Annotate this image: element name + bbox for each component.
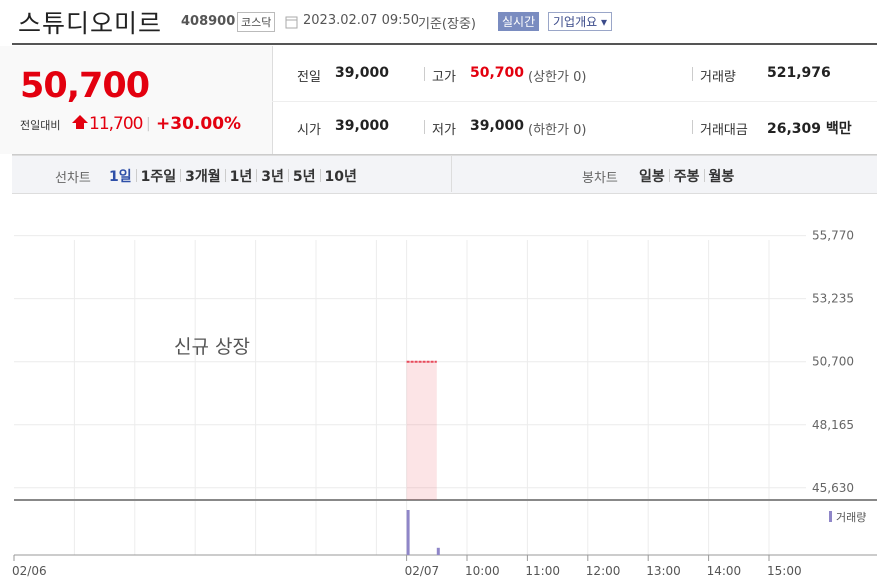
- separator: |: [146, 116, 151, 132]
- tab-bar: [12, 155, 877, 194]
- stat-divider: [424, 67, 425, 81]
- period-tab[interactable]: 10년: [324, 169, 357, 185]
- period-tab[interactable]: 5년: [292, 169, 316, 185]
- y-tick-label: 45,630: [812, 481, 854, 495]
- row-rule: [272, 101, 877, 102]
- period-tab[interactable]: 1일: [109, 169, 132, 185]
- stat-label: 저가: [432, 123, 456, 138]
- tab-sep: [180, 169, 182, 182]
- box-rule: [12, 154, 877, 155]
- period-tab[interactable]: 3개월: [185, 169, 221, 185]
- calendar-icon: [285, 16, 298, 29]
- period-tab[interactable]: 1주일: [140, 169, 177, 185]
- stat-value: 521,976: [767, 65, 831, 81]
- tab-sep: [319, 169, 321, 182]
- y-tick-label: 55,770: [812, 229, 854, 243]
- period-tab[interactable]: 1년: [229, 169, 253, 185]
- period-tab[interactable]: 주봉: [673, 169, 700, 185]
- quote-box: [0, 46, 273, 154]
- x-tick-label: 11:00: [525, 564, 560, 578]
- tab-sep: [135, 169, 137, 182]
- header-rule: [12, 43, 877, 45]
- stat-value: 39,000: [470, 118, 525, 134]
- x-tick-label: 14:00: [707, 564, 742, 578]
- period-tab[interactable]: 일봉: [639, 169, 665, 185]
- stat-label: 시가: [297, 123, 321, 138]
- stat-divider: [424, 120, 425, 134]
- x-tick-label: 12:00: [586, 564, 621, 578]
- tab-sep: [668, 169, 670, 182]
- tab-divider: [451, 156, 452, 192]
- stat-label: 거래대금: [700, 123, 748, 138]
- tab-sep: [256, 169, 258, 182]
- stat-label: 거래량: [700, 70, 736, 85]
- y-tick-label: 50,700: [812, 355, 854, 369]
- market-badge: 코스닥: [237, 12, 276, 32]
- tab-sep: [287, 169, 289, 182]
- tab-label: 선차트: [55, 171, 91, 186]
- stat-label: 고가: [432, 70, 456, 85]
- stock-code: 408900: [181, 14, 236, 29]
- up-icon: [72, 115, 88, 129]
- volume-bar: [406, 510, 410, 555]
- stat-value: 39,000: [335, 118, 390, 134]
- price: 50,700: [20, 66, 150, 106]
- stat-label: 전일: [297, 70, 321, 85]
- date: 2023.02.07 09:50: [303, 13, 420, 28]
- period-tab[interactable]: 월봉: [708, 169, 735, 185]
- period-tab[interactable]: 3년: [261, 169, 284, 185]
- basis: 기준(장중): [418, 17, 476, 32]
- company-label: 기업개요: [553, 15, 598, 29]
- stock-name: 스튜디오미르: [18, 9, 163, 38]
- stat-divider: [692, 120, 693, 134]
- stat-value: 39,000: [335, 65, 390, 81]
- tab-sep: [703, 169, 705, 182]
- x-tick-label: 02/07: [405, 564, 440, 578]
- realtime-button[interactable]: 실시간: [498, 12, 540, 31]
- change: 11,700: [89, 114, 143, 134]
- stat-divider: [692, 67, 693, 81]
- x-tick-label: 10:00: [465, 564, 500, 578]
- volume-bar: [436, 547, 440, 555]
- x-tick-label: 15:00: [767, 564, 802, 578]
- x-tick-label: 02/06: [12, 564, 47, 578]
- tab-label: 봉차트: [582, 171, 618, 186]
- plot-frame: [14, 205, 877, 555]
- stat-value: 50,700: [470, 65, 525, 81]
- rate: +30.00%: [156, 114, 242, 134]
- company-button[interactable]: 기업개요 ▾: [548, 12, 613, 31]
- y-tick-label: 48,165: [812, 418, 854, 432]
- tab-sep: [224, 169, 226, 182]
- stat-note: (하한가 0): [528, 123, 587, 138]
- legend-label: 거래량: [836, 511, 866, 524]
- stat-value: 26,309 백만: [767, 121, 852, 137]
- stat-note: (상한가 0): [528, 70, 587, 85]
- area: [406, 361, 437, 500]
- annotation: 신규 상장: [174, 336, 250, 358]
- change-label: 전일대비: [20, 119, 61, 132]
- x-tick-label: 13:00: [646, 564, 681, 578]
- legend-swatch: [829, 511, 832, 522]
- y-tick-label: 53,235: [812, 292, 854, 306]
